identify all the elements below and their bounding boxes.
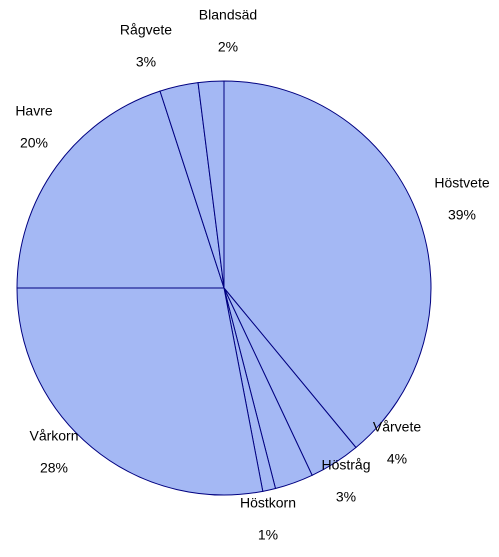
slice-label: Höstråg: [321, 457, 370, 473]
slice-value-label: 1%: [258, 527, 278, 543]
slice-value-label: 3%: [336, 489, 356, 505]
slice-label: Blandsäd: [199, 7, 257, 23]
slice-value-label: 2%: [218, 39, 238, 55]
slice-value-label: 39%: [448, 207, 476, 223]
slice-value-label: 20%: [20, 135, 48, 151]
slice-label: Vårkorn: [29, 428, 78, 444]
slice-value-label: 4%: [387, 451, 407, 467]
slice-label: Havre: [15, 103, 53, 119]
slice-label: Höstkorn: [240, 495, 296, 511]
pie-slice: [197, 80, 225, 289]
slice-label: Rågvete: [120, 22, 172, 38]
pie-slice: [16, 90, 225, 289]
pie-slice: [16, 287, 264, 496]
slice-value-label: 3%: [136, 54, 156, 70]
pie-slice: [223, 80, 432, 449]
slice-label: Vårvete: [373, 419, 421, 435]
slice-value-label: 28%: [40, 460, 68, 476]
slice-label: Höstvete: [434, 175, 489, 191]
